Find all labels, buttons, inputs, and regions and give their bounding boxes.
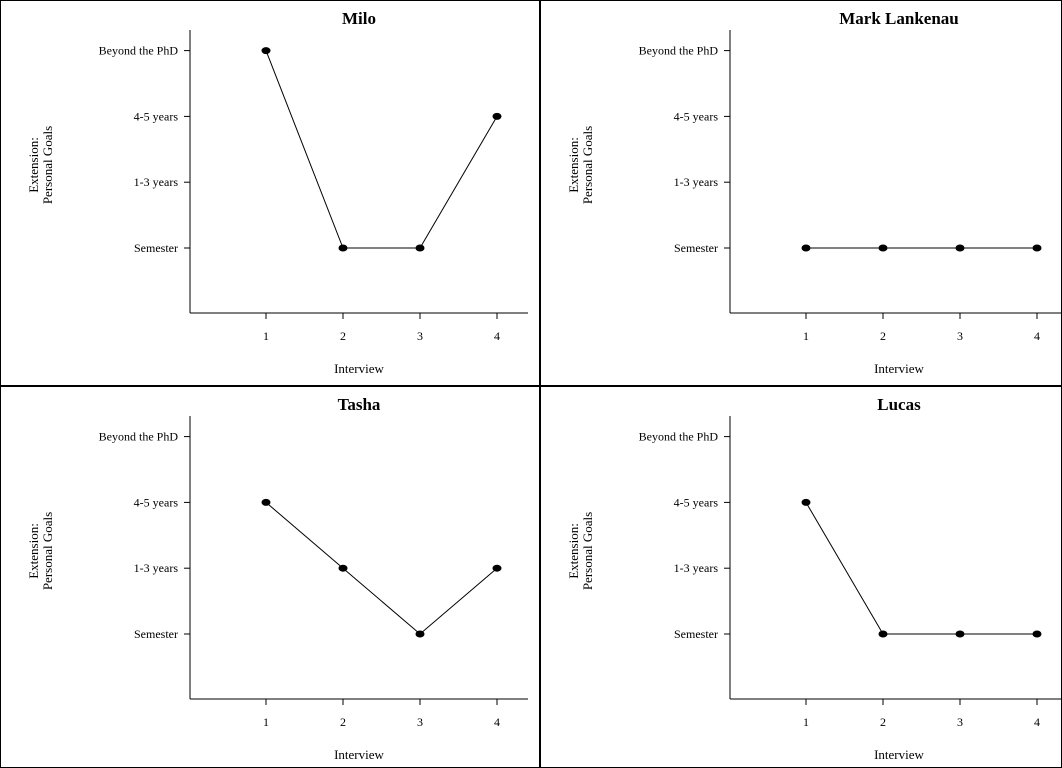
chart-panel: Lucas Semester 1-3 years 4-5 years Beyond th… <box>540 386 1062 768</box>
x-axis-label: Interview <box>874 747 924 762</box>
y-axis-label: Extension:Personal Goals <box>566 126 595 204</box>
x-tick-label: 3 <box>957 715 963 729</box>
y-tick-label: 4-5 years <box>674 109 719 123</box>
x-tick-label: 4 <box>494 715 500 729</box>
chart-panel: Milo Semester 1-3 years 4-5 years Beyond the… <box>0 0 540 386</box>
x-tick-label: 3 <box>417 715 423 729</box>
data-point <box>338 244 348 252</box>
data-point <box>338 564 348 572</box>
y-axis-label-line: Extension: <box>26 523 41 579</box>
y-axis-label-line: Personal Goals <box>40 512 55 590</box>
y-axis-label-line: Personal Goals <box>40 126 55 204</box>
chart-title: Mark Lankenau <box>839 9 959 28</box>
x-tick-label: 2 <box>880 329 886 343</box>
x-tick-label: 1 <box>263 329 269 343</box>
data-point <box>801 244 811 252</box>
x-tick-label: 4 <box>1034 715 1040 729</box>
y-tick-label: Semester <box>134 627 178 641</box>
y-axis-label: Extension:Personal Goals <box>566 512 595 590</box>
data-point <box>878 244 888 252</box>
panel-border <box>0 0 540 386</box>
panel-border <box>0 386 540 768</box>
data-point <box>955 630 965 638</box>
data-point <box>1032 630 1042 638</box>
y-tick-label: Beyond the PhD <box>639 44 719 58</box>
y-tick-label: 4-5 years <box>134 109 179 123</box>
series-line <box>265 502 498 635</box>
data-point <box>492 564 502 572</box>
y-tick-label: Beyond the PhD <box>99 430 179 444</box>
y-tick-label: Semester <box>674 627 718 641</box>
chart-panel: Tasha Semester 1-3 years 4-5 years Beyond th… <box>0 386 540 768</box>
x-axis-label: Interview <box>874 361 924 376</box>
y-tick-label: 1-3 years <box>674 175 719 189</box>
y-axis-label-line: Extension: <box>566 137 581 193</box>
x-tick-label: 2 <box>340 715 346 729</box>
y-axis-label: Extension:Personal Goals <box>26 512 55 590</box>
x-tick-label: 1 <box>803 715 809 729</box>
y-axis-label: Extension:Personal Goals <box>26 126 55 204</box>
data-point <box>415 630 425 638</box>
chart-title: Tasha <box>338 395 381 414</box>
chart-panel: Mark Lankenau Semester 1-3 years 4-5 years B… <box>540 0 1062 386</box>
chart-title: Milo <box>342 9 376 28</box>
y-axis-label-line: Personal Goals <box>580 126 595 204</box>
data-point <box>415 244 425 252</box>
data-point <box>261 47 271 55</box>
x-tick-label: 4 <box>494 329 500 343</box>
x-tick-label: 1 <box>803 329 809 343</box>
y-tick-label: Beyond the PhD <box>99 44 179 58</box>
data-point <box>955 244 965 252</box>
x-tick-label: 2 <box>880 715 886 729</box>
y-axis-label-line: Extension: <box>26 137 41 193</box>
x-tick-label: 1 <box>263 715 269 729</box>
series-line <box>805 502 1037 635</box>
data-point <box>492 112 502 120</box>
data-point <box>261 498 271 506</box>
y-tick-label: 1-3 years <box>134 561 179 575</box>
x-tick-label: 2 <box>340 329 346 343</box>
series-line <box>265 50 498 249</box>
y-axis-label-line: Extension: <box>566 523 581 579</box>
y-tick-label: Semester <box>674 241 718 255</box>
y-tick-label: Semester <box>134 241 178 255</box>
y-tick-label: 4-5 years <box>674 495 719 509</box>
y-tick-label: 1-3 years <box>674 561 719 575</box>
y-tick-label: Beyond the PhD <box>639 430 719 444</box>
panel-border <box>540 386 1062 768</box>
x-axis-label: Interview <box>334 361 384 376</box>
x-tick-label: 4 <box>1034 329 1040 343</box>
panel-border <box>540 0 1062 386</box>
x-axis-label: Interview <box>334 747 384 762</box>
data-point <box>878 630 888 638</box>
x-tick-label: 3 <box>417 329 423 343</box>
y-axis-label-line: Personal Goals <box>580 512 595 590</box>
x-tick-label: 3 <box>957 329 963 343</box>
y-tick-label: 4-5 years <box>134 495 179 509</box>
data-point <box>801 498 811 506</box>
data-point <box>1032 244 1042 252</box>
chart-title: Lucas <box>877 395 921 414</box>
y-tick-label: 1-3 years <box>134 175 179 189</box>
